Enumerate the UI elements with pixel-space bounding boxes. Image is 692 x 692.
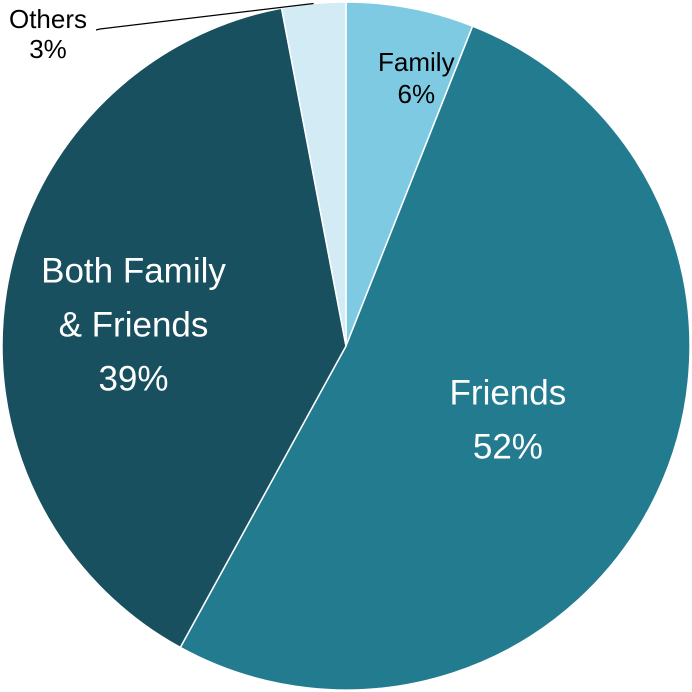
pie-slice-family <box>345 1 474 347</box>
pie-slice-both-family-and-friends <box>1 7 347 649</box>
slice-value-label-both-family-and-friends: 39% <box>98 360 168 399</box>
slice-name-label-both-family-and-friends: & Friends <box>59 306 209 345</box>
slice-name-label-family: Family <box>378 47 455 77</box>
slice-name-label-both-family-and-friends: Both Family <box>41 252 226 291</box>
pie-slice-friends <box>179 25 691 691</box>
slice-value-label-family: 6% <box>398 79 436 109</box>
slice-value-label-others: 3% <box>29 34 67 64</box>
slice-name-label-friends: Friends <box>450 373 567 412</box>
leader-line-others <box>95 2 314 31</box>
pie-slice-others <box>280 1 347 347</box>
slice-name-label-others: Others <box>9 4 87 34</box>
slice-value-label-friends: 52% <box>473 427 543 466</box>
